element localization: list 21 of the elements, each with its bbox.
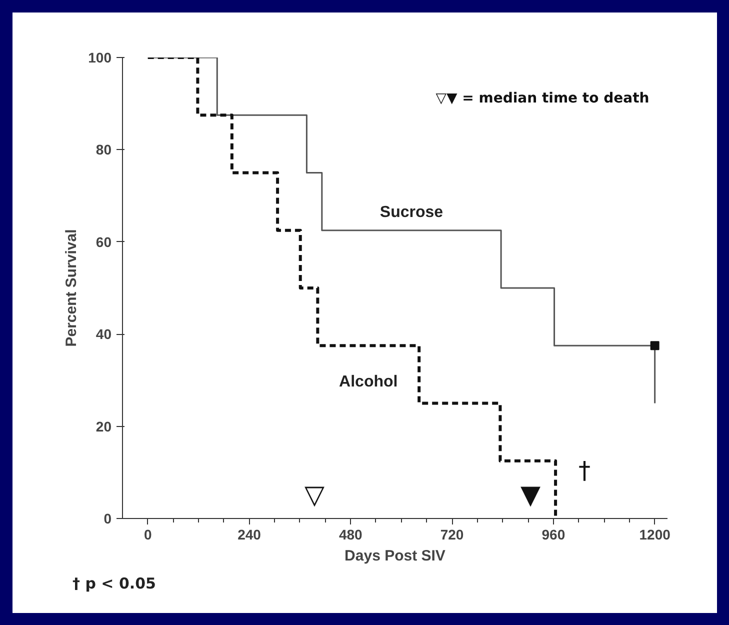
x-tick-label: 0 (144, 526, 152, 542)
x-tick-label: 720 (440, 526, 464, 542)
x-tick-label: 1200 (639, 526, 671, 542)
annotation: ▼ (520, 480, 540, 510)
annotation: ▽▼ = median time to death (436, 90, 650, 106)
y-tick-label: 0 (104, 510, 112, 526)
x-tick-label: 240 (238, 526, 262, 542)
y-axis-title: Percent Survival (63, 229, 80, 347)
annotation: ▽ (304, 480, 324, 510)
text: † p < 0.05 (72, 574, 156, 592)
y-tick-label: 20 (96, 418, 112, 434)
series-label: Alcohol (339, 373, 398, 390)
y-tick-label: 80 (96, 142, 112, 158)
y-tick-label: 60 (96, 234, 112, 250)
y-tick-label: 100 (88, 50, 112, 66)
series-label: Sucrose (380, 204, 444, 222)
y-tick-label: 40 (96, 326, 112, 342)
x-tick-label: 960 (542, 526, 566, 542)
annotation: † (578, 456, 590, 484)
x-tick-label: 480 (338, 526, 363, 542)
x-axis-title: Days Post SIV (344, 548, 446, 564)
